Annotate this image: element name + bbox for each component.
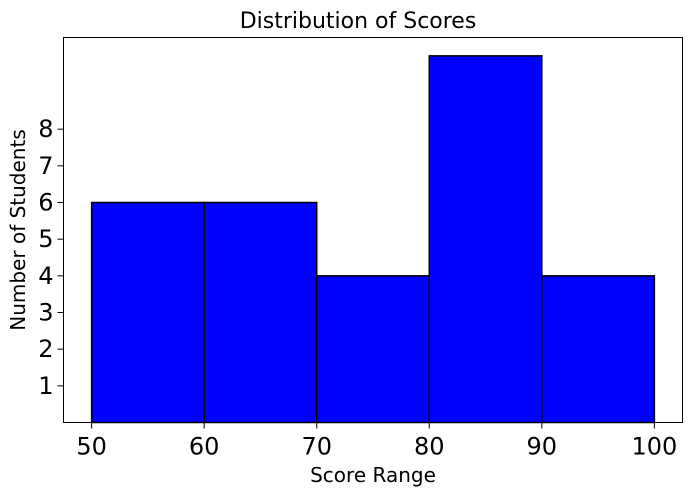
- x-tick-label-5: 90: [527, 433, 558, 461]
- x-tick-label-3: 70: [301, 433, 332, 461]
- histogram-bar-4: [428, 55, 543, 424]
- y-tick-label-2: 2: [38, 335, 53, 363]
- x-axis-title: Score Range: [310, 463, 436, 487]
- plot-area: 50 60 70 80 90 100 1 2 3 4 5 6 7 8: [38, 37, 683, 461]
- bars-layer: [90, 55, 656, 424]
- y-tick-label-8: 8: [38, 115, 53, 143]
- y-axis-title: Number of Students: [6, 129, 30, 330]
- histogram-bar-1: [90, 201, 205, 424]
- histogram-bar-5: [541, 275, 656, 424]
- x-tick-label-2: 60: [189, 433, 220, 461]
- histogram-bar-3: [315, 275, 431, 424]
- chart-title: Distribution of Scores: [240, 9, 477, 34]
- y-axis-ticks: 1 2 3 4 5 6 7 8: [38, 115, 64, 400]
- y-tick-label-5: 5: [38, 225, 53, 253]
- y-tick-label-6: 6: [38, 189, 53, 217]
- x-tick-label-4: 80: [414, 433, 445, 461]
- y-tick-label-7: 7: [38, 152, 53, 180]
- y-tick-label-4: 4: [38, 262, 53, 290]
- x-tick-label-1: 50: [76, 433, 107, 461]
- y-tick-label-3: 3: [38, 299, 53, 327]
- histogram-bar-2: [203, 201, 318, 424]
- x-axis-ticks: 50 60 70 80 90 100: [76, 422, 677, 461]
- x-tick-label-6: 100: [631, 433, 677, 461]
- y-tick-label-1: 1: [38, 372, 53, 400]
